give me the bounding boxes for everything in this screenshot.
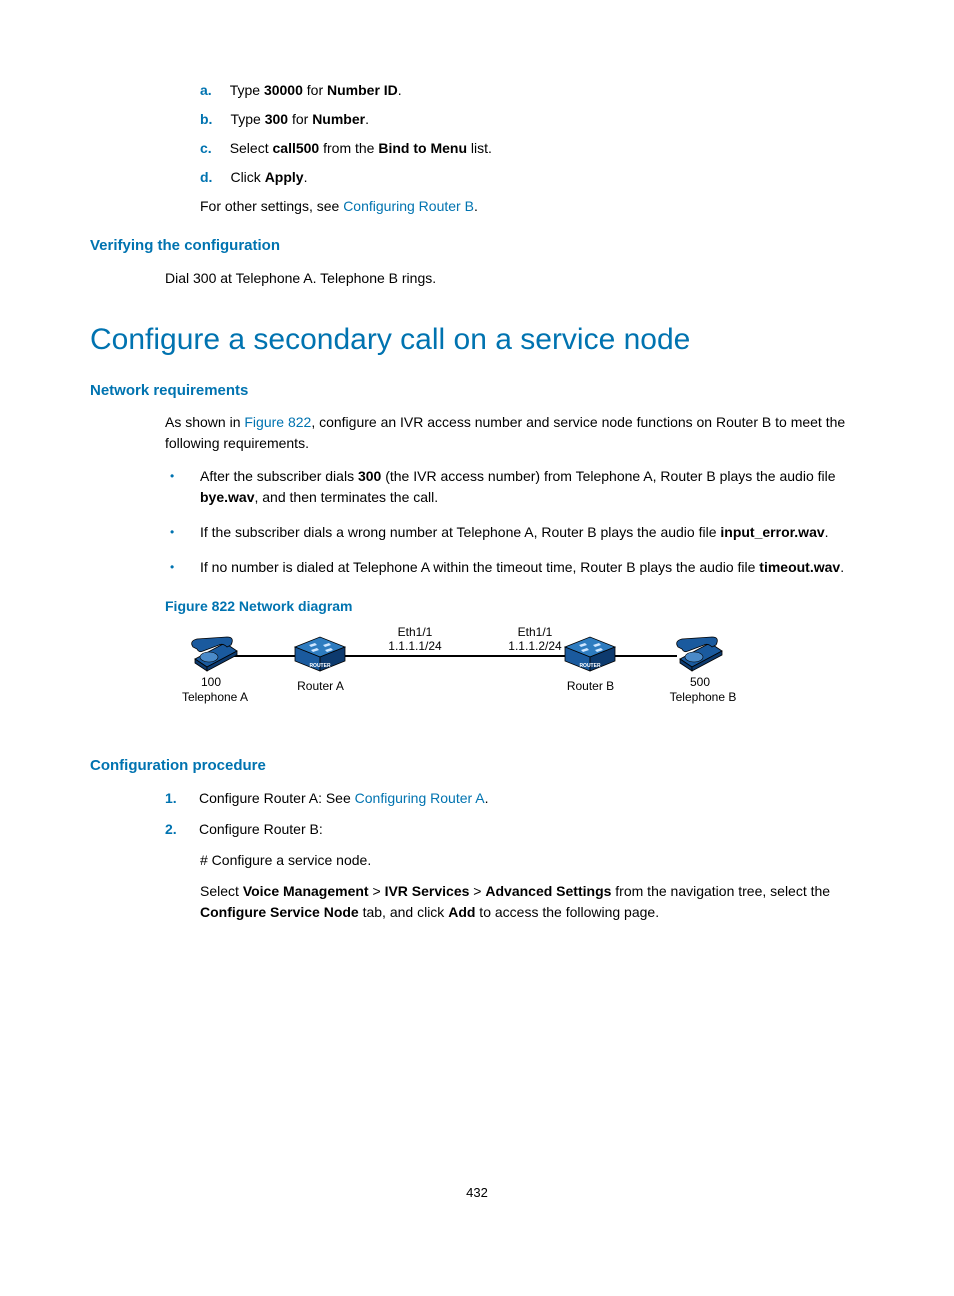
- procedure-steps: 1.Configure Router A: See Configuring Ro…: [165, 788, 864, 840]
- bullet-item: If no number is dialed at Telephone A wi…: [170, 557, 864, 578]
- figure-caption: Figure 822 Network diagram: [165, 596, 864, 617]
- step-a: a.Type 30000 for Number ID.: [200, 80, 864, 101]
- requirement-bullets: After the subscriber dials 300 (the IVR …: [170, 466, 864, 578]
- ip-a-label: 1.1.1.1/24: [380, 637, 450, 655]
- heading-verifying: Verifying the configuration: [90, 235, 864, 258]
- router-label: ROUTER: [579, 663, 601, 669]
- bullet-item: If the subscriber dials a wrong number a…: [170, 522, 864, 543]
- telephone-a-icon: [185, 635, 240, 673]
- step-marker: 2.: [165, 819, 187, 840]
- router-a-label: Router A: [293, 677, 348, 695]
- step-b: b.Type 300 for Number.: [200, 109, 864, 130]
- router-b-icon: ROUTER: [561, 635, 619, 677]
- line-phone-a-router-a: [233, 655, 295, 657]
- network-diagram: 100 Telephone A ROUTER Router A Eth1/1 1…: [185, 625, 745, 715]
- step-marker: b.: [200, 111, 212, 127]
- verify-text: Dial 300 at Telephone A. Telephone B rin…: [165, 268, 864, 289]
- netreq-intro: As shown in Figure 822, configure an IVR…: [165, 412, 864, 454]
- heading-main: Configure a secondary call on a service …: [90, 317, 864, 362]
- step-marker: a.: [200, 82, 212, 98]
- other-settings-line: For other settings, see Configuring Rout…: [200, 196, 864, 217]
- tel-b-label: Telephone B: [663, 688, 743, 706]
- configuring-router-b-link[interactable]: Configuring Router B: [343, 198, 474, 214]
- line-router-b-phone-b: [615, 655, 677, 657]
- proc2-sub2: Select Voice Management > IVR Services >…: [200, 881, 864, 923]
- figure-822-link[interactable]: Figure 822: [244, 414, 311, 430]
- router-b-label: Router B: [563, 677, 618, 695]
- step-marker: c.: [200, 140, 212, 156]
- step-marker: d.: [200, 169, 212, 185]
- tel-a-label: Telephone A: [175, 688, 255, 706]
- page-number: 432: [90, 1183, 864, 1203]
- heading-configuration-procedure: Configuration procedure: [90, 755, 864, 778]
- router-label: ROUTER: [309, 663, 331, 669]
- step-d: d.Click Apply.: [200, 167, 864, 188]
- bullet-item: After the subscriber dials 300 (the IVR …: [170, 466, 864, 508]
- heading-network-requirements: Network requirements: [90, 380, 864, 403]
- alpha-steps: a.Type 30000 for Number ID. b.Type 300 f…: [200, 80, 864, 188]
- telephone-b-icon: [670, 635, 725, 673]
- ip-b-label: 1.1.1.2/24: [500, 637, 570, 655]
- proc-step-1: 1.Configure Router A: See Configuring Ro…: [165, 788, 864, 809]
- line-router-a-router-b: [345, 655, 565, 657]
- router-a-icon: ROUTER: [291, 635, 349, 677]
- proc2-sub1: # Configure a service node.: [200, 850, 864, 871]
- configuring-router-a-link[interactable]: Configuring Router A: [355, 790, 485, 806]
- proc-step-2: 2.Configure Router B:: [165, 819, 864, 840]
- step-c: c.Select call500 from the Bind to Menu l…: [200, 138, 864, 159]
- step-marker: 1.: [165, 788, 187, 809]
